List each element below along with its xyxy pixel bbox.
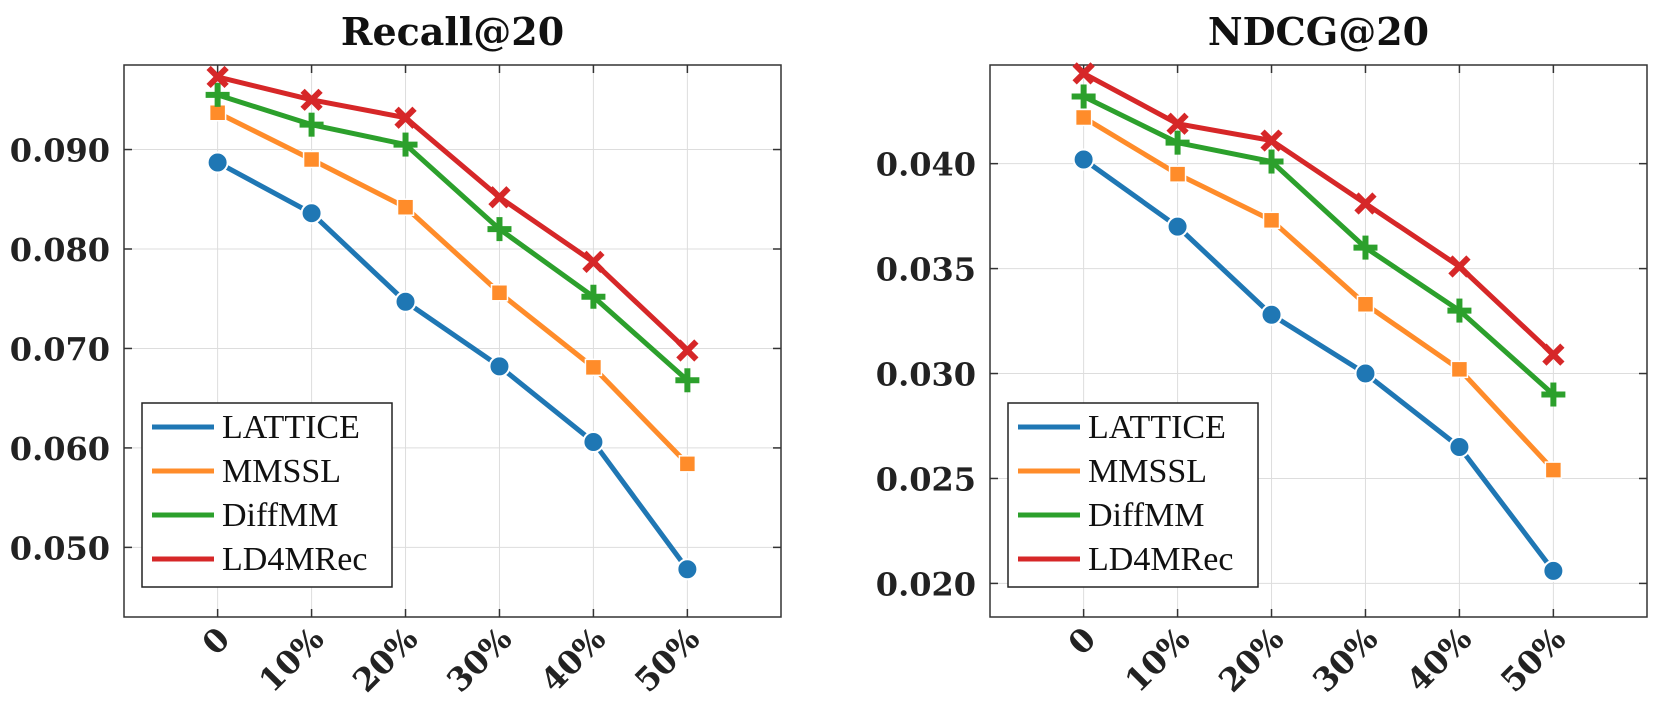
recall-point-ld4mrec-40 (582, 250, 605, 274)
recall-plot-area (123, 64, 782, 618)
recall-chart-title: Recall@20 (341, 9, 564, 54)
recall-series-line-diffmm (215, 92, 690, 383)
ndcg-series-line-diffmm (1081, 93, 1556, 398)
recall-legend (141, 402, 393, 588)
recall-ytick-label: 0.060 (10, 430, 110, 468)
recall-xtick-label-0: 0 (195, 620, 238, 663)
ndcg-xtick-label-50: 50% (1493, 620, 1573, 700)
recall-point-lattice-50 (676, 558, 699, 581)
ndcg-point-mmssl-50 (1544, 461, 1563, 479)
ndcg-xtick-label-10: 10% (1117, 620, 1197, 700)
ndcg-point-ld4mrec-30 (1354, 192, 1377, 215)
ndcg-ytick-label: 0.030 (876, 356, 976, 394)
ndcg-point-mmssl-10 (1168, 165, 1187, 183)
ndcg-point-diffmm-20 (1259, 149, 1284, 174)
recall-point-ld4mrec-10 (300, 88, 323, 111)
ndcg-legend-label-ld4mrec: LD4MRec (1088, 541, 1233, 578)
recall-point-mmssl-50 (678, 455, 697, 473)
recall-point-ld4mrec-20 (394, 106, 417, 129)
ndcg-point-diffmm-10 (1165, 130, 1190, 155)
recall-point-lattice-40 (582, 430, 605, 453)
recall-point-diffmm-50 (675, 368, 700, 393)
recall-point-diffmm-40 (581, 284, 606, 309)
ndcg-point-lattice-40 (1448, 435, 1471, 458)
ndcg-legend-label-mmssl: MMSSL (1088, 453, 1207, 490)
ndcg-ytick-label: 0.035 (876, 251, 976, 289)
ndcg-point-mmssl-40 (1450, 360, 1469, 379)
ndcg-point-diffmm-30 (1353, 235, 1378, 260)
recall-chart: Recall@20 0.050 0.060 0.070 0.080 0.090 0 10% 20… (10, 9, 782, 700)
ndcg-point-mmssl-30 (1356, 295, 1375, 314)
ndcg-ytick-label: 0.040 (876, 146, 976, 184)
recall-point-mmssl-20 (396, 198, 415, 216)
recall-chart-panel: Recall@20 0.050 0.060 0.070 0.080 0.090 0 10% 20… (0, 0, 830, 724)
recall-xtick-label-40: 40% (533, 620, 613, 700)
ndcg-point-diffmm-0 (1071, 84, 1096, 109)
recall-series-line-lattice (215, 159, 690, 572)
ndcg-series-line-mmssl (1081, 114, 1556, 473)
ndcg-point-diffmm-40 (1447, 298, 1472, 323)
recall-point-lattice-10 (300, 202, 323, 225)
recall-legend-label-ld4mrec: LD4MRec (222, 541, 367, 578)
recall-series-line-mmssl (215, 110, 690, 467)
recall-point-lattice-20 (394, 290, 417, 313)
ndcg-chart-panel: NDCG@20 0.020 0.025 0.030 0.035 0.040 0 10% 20% 3… (830, 0, 1660, 724)
recall-xtick-label-30: 30% (439, 620, 519, 700)
recall-point-lattice-0 (206, 151, 229, 174)
ndcg-point-lattice-20 (1260, 303, 1283, 326)
recall-ytick-label: 0.070 (10, 330, 110, 368)
recall-legend-label-diffmm: DiffMM (222, 497, 339, 534)
ndcg-point-mmssl-0 (1074, 108, 1093, 127)
ndcg-point-ld4mrec-0 (1072, 62, 1095, 85)
ndcg-ytick-label: 0.020 (876, 565, 976, 603)
recall-point-diffmm-0 (205, 82, 230, 107)
ndcg-point-mmssl-20 (1262, 211, 1281, 230)
ndcg-xtick-label-0: 0 (1061, 620, 1104, 663)
ndcg-xtick-label-20: 20% (1211, 620, 1291, 700)
recall-xtick-label-50: 50% (627, 620, 707, 700)
recall-point-ld4mrec-0 (206, 65, 229, 89)
recall-point-diffmm-10 (299, 112, 324, 137)
ndcg-point-lattice-50 (1542, 559, 1565, 582)
ndcg-point-lattice-10 (1166, 215, 1189, 238)
recall-point-ld4mrec-30 (488, 186, 511, 209)
recall-point-diffmm-20 (393, 132, 418, 157)
ndcg-legend-label-diffmm: DiffMM (1088, 497, 1205, 534)
recall-point-mmssl-40 (584, 358, 603, 377)
recall-ytick-label: 0.090 (10, 132, 110, 170)
ndcg-point-ld4mrec-10 (1166, 112, 1189, 135)
ndcg-point-lattice-30 (1354, 362, 1377, 385)
recall-point-diffmm-30 (487, 217, 512, 242)
ndcg-point-ld4mrec-40 (1448, 255, 1471, 278)
ndcg-legend (1007, 402, 1259, 588)
recall-xtick-label-20: 20% (345, 620, 425, 700)
ndcg-plot-area (989, 64, 1648, 618)
ndcg-series-line-ld4mrec (1081, 70, 1556, 358)
recall-xtick-label-10: 10% (251, 620, 331, 700)
recall-legend-label-mmssl: MMSSL (222, 453, 341, 490)
ndcg-xtick-label-40: 40% (1399, 620, 1479, 700)
ndcg-point-diffmm-50 (1541, 382, 1566, 407)
ndcg-chart-title: NDCG@20 (1208, 9, 1429, 54)
recall-point-ld4mrec-50 (676, 339, 699, 362)
recall-point-lattice-30 (488, 355, 511, 378)
ndcg-series-line-lattice (1081, 156, 1556, 574)
ndcg-ytick-label: 0.025 (876, 460, 976, 498)
recall-ytick-label: 0.050 (10, 529, 110, 567)
ndcg-chart: NDCG@20 0.020 0.025 0.030 0.035 0.040 0 10% 20% 3… (876, 9, 1648, 700)
ndcg-xtick-label-30: 30% (1305, 620, 1385, 700)
ndcg-point-lattice-0 (1072, 148, 1095, 171)
ndcg-legend-label-lattice: LATTICE (1088, 409, 1226, 446)
recall-legend-label-lattice: LATTICE (222, 409, 360, 446)
recall-ytick-label: 0.080 (10, 231, 110, 269)
ndcg-point-ld4mrec-50 (1542, 343, 1565, 366)
recall-series-line-ld4mrec (215, 74, 690, 353)
ndcg-point-ld4mrec-20 (1260, 129, 1283, 152)
recall-point-mmssl-0 (208, 103, 227, 122)
recall-point-mmssl-30 (490, 284, 509, 302)
recall-point-mmssl-10 (302, 150, 321, 169)
